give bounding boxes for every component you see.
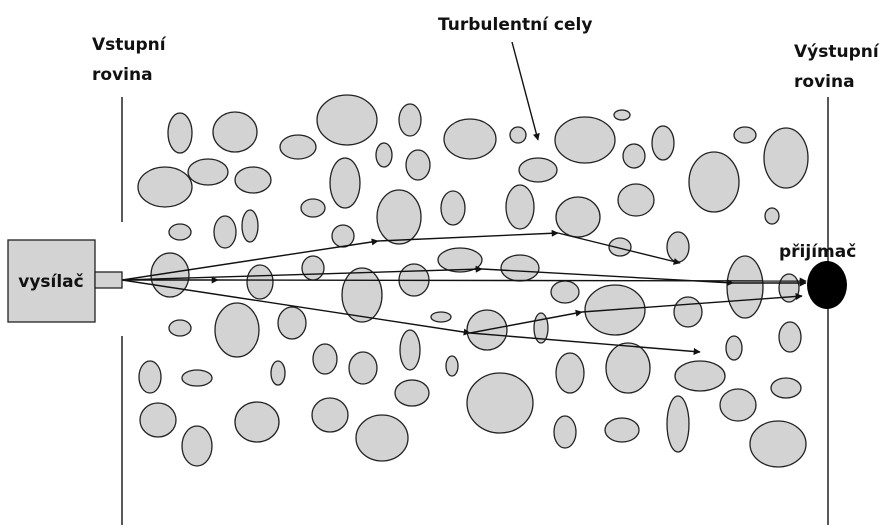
cell [355, 414, 409, 462]
cell [764, 207, 780, 225]
ray [121, 279, 471, 336]
cell [725, 335, 743, 361]
cell [138, 360, 162, 394]
cells-label: Turbulentní cely [438, 15, 592, 35]
cell [316, 94, 378, 146]
cell [399, 329, 421, 371]
cell [213, 215, 237, 249]
cell [733, 126, 757, 144]
cell [277, 306, 307, 340]
cell [617, 183, 655, 217]
cell [505, 184, 535, 230]
cell [301, 255, 325, 281]
cell [234, 166, 272, 194]
cell [613, 109, 631, 121]
ray [121, 238, 379, 281]
cell [181, 425, 213, 467]
cell [553, 415, 577, 449]
cell [329, 157, 361, 209]
cell [279, 134, 317, 160]
exit-plane-label: Výstupní [794, 42, 880, 62]
cell [270, 360, 286, 386]
cell [622, 143, 646, 169]
cell [749, 420, 807, 468]
ray [469, 332, 701, 355]
cell [778, 321, 802, 353]
transmitter-nozzle [94, 271, 123, 289]
cell [605, 342, 651, 394]
cell [376, 189, 422, 245]
cell [137, 166, 193, 208]
cell [394, 379, 430, 407]
cell [719, 388, 757, 422]
cell [666, 395, 690, 453]
cell [241, 209, 259, 243]
cell [688, 151, 740, 213]
cell [167, 112, 193, 154]
cell [554, 116, 616, 164]
transmitter-label: vysílač [18, 272, 84, 292]
cell [763, 127, 809, 189]
cell [375, 142, 393, 168]
entry-plane-label: Vstupní [92, 35, 167, 55]
cell [214, 302, 260, 358]
cell [440, 190, 466, 226]
cell [341, 267, 383, 323]
cell [168, 319, 192, 337]
cell [331, 224, 355, 248]
cell [673, 296, 703, 328]
cell [555, 196, 601, 238]
cell [300, 198, 326, 218]
cell [666, 231, 690, 263]
rays [121, 229, 807, 355]
ray [481, 268, 734, 287]
cell [770, 377, 802, 399]
cell [500, 254, 540, 282]
cell [509, 126, 527, 144]
cell [555, 352, 585, 394]
receiver [807, 261, 847, 309]
ray [581, 292, 803, 313]
cell [139, 402, 177, 438]
cell [651, 125, 675, 161]
cell [234, 401, 280, 443]
cell [187, 158, 229, 186]
cell [445, 355, 459, 377]
cell [608, 237, 632, 257]
entry-plane-label: rovina [92, 65, 153, 85]
cell [430, 311, 452, 323]
ray [377, 229, 559, 242]
cell [168, 223, 192, 241]
ray [121, 265, 483, 281]
ray [217, 277, 807, 285]
transmitter-box [7, 239, 96, 323]
cell [466, 372, 534, 434]
cell [726, 255, 764, 319]
ray [557, 232, 681, 265]
cell [312, 343, 338, 375]
cell [443, 118, 497, 160]
cell [348, 351, 378, 385]
cell [437, 247, 483, 273]
cell [550, 280, 580, 304]
cell [311, 397, 349, 433]
label-pointer [511, 41, 540, 141]
cell [246, 264, 274, 300]
cell [674, 360, 726, 392]
exit-plane-label: rovina [794, 72, 855, 92]
receiver-label: přijímač [779, 242, 856, 262]
cell [405, 149, 431, 181]
cell [181, 369, 213, 387]
ray [469, 309, 583, 334]
cell [398, 103, 422, 137]
cell [518, 157, 558, 183]
cell [604, 417, 640, 443]
cell [212, 111, 258, 153]
